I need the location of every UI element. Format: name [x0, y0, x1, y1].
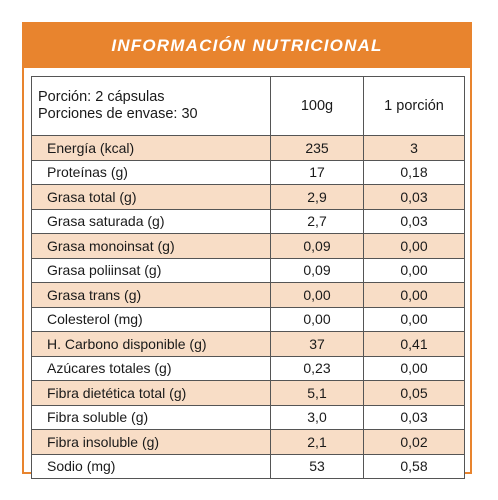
- nutrient-name: Proteínas (g): [31, 159, 271, 185]
- nutrition-table: Porción: 2 cápsulas Porciones de envase:…: [31, 76, 465, 479]
- value-per-portion: 0,00: [363, 282, 465, 308]
- nutrient-name: Fibra dietética total (g): [31, 380, 271, 406]
- value-per-portion: 0,00: [363, 306, 465, 332]
- table-row: Azúcares totales (g) 0,23 0,00: [31, 355, 465, 381]
- value-per-100g: 2,9: [270, 184, 364, 210]
- value-per-portion: 0,02: [363, 429, 465, 455]
- nutrient-name: Colesterol (mg): [31, 306, 271, 332]
- serving-size-text: Porción: 2 cápsulas: [38, 89, 165, 105]
- column-header-100g: 100g: [270, 76, 364, 136]
- nutrient-name: Grasa saturada (g): [31, 208, 271, 234]
- table-row: Grasa monoinsat (g) 0,09 0,00: [31, 233, 465, 259]
- table-row: Fibra insoluble (g) 2,1 0,02: [31, 429, 465, 455]
- value-per-100g: 37: [270, 331, 364, 357]
- nutrient-name: Grasa total (g): [31, 184, 271, 210]
- value-per-100g: 0,23: [270, 355, 364, 381]
- nutrient-name: Grasa trans (g): [31, 282, 271, 308]
- value-per-100g: 2,7: [270, 208, 364, 234]
- table-row: Grasa trans (g) 0,00 0,00: [31, 282, 465, 308]
- nutrient-name: Sodio (mg): [31, 453, 271, 479]
- value-per-portion: 0,03: [363, 184, 465, 210]
- nutrient-name: Fibra insoluble (g): [31, 429, 271, 455]
- table-row: Colesterol (mg) 0,00 0,00: [31, 306, 465, 332]
- table-row: Energía (kcal) 235 3: [31, 135, 465, 161]
- title-bar: INFORMACIÓN NUTRICIONAL: [24, 24, 470, 68]
- nutrient-name: Fibra soluble (g): [31, 404, 271, 430]
- value-per-portion: 0,18: [363, 159, 465, 185]
- nutrient-name: Grasa poliinsat (g): [31, 257, 271, 283]
- serving-info-cell: Porción: 2 cápsulas Porciones de envase:…: [31, 76, 271, 136]
- table-row: H. Carbono disponible (g) 37 0,41: [31, 331, 465, 357]
- table-row: Grasa saturada (g) 2,7 0,03: [31, 208, 465, 234]
- value-per-100g: 3,0: [270, 404, 364, 430]
- value-per-portion: 3: [363, 135, 465, 161]
- value-per-100g: 0,09: [270, 257, 364, 283]
- value-per-portion: 0,58: [363, 453, 465, 479]
- value-per-100g: 0,09: [270, 233, 364, 259]
- value-per-portion: 0,05: [363, 380, 465, 406]
- table-row: Fibra dietética total (g) 5,1 0,05: [31, 380, 465, 406]
- value-per-100g: 17: [270, 159, 364, 185]
- value-per-100g: 0,00: [270, 306, 364, 332]
- nutrient-name: Azúcares totales (g): [31, 355, 271, 381]
- value-per-portion: 0,00: [363, 355, 465, 381]
- nutrient-name: H. Carbono disponible (g): [31, 331, 271, 357]
- value-per-100g: 235: [270, 135, 364, 161]
- value-per-100g: 2,1: [270, 429, 364, 455]
- table-row: Fibra soluble (g) 3,0 0,03: [31, 404, 465, 430]
- nutrition-panel: INFORMACIÓN NUTRICIONAL Porción: 2 cápsu…: [22, 22, 472, 479]
- value-per-portion: 0,03: [363, 404, 465, 430]
- table-row: Proteínas (g) 17 0,18: [31, 159, 465, 185]
- value-per-100g: 0,00: [270, 282, 364, 308]
- nutrient-name: Grasa monoinsat (g): [31, 233, 271, 259]
- value-per-portion: 0,03: [363, 208, 465, 234]
- table-row: Grasa total (g) 2,9 0,03: [31, 184, 465, 210]
- value-per-100g: 53: [270, 453, 364, 479]
- panel-title: INFORMACIÓN NUTRICIONAL: [111, 36, 383, 55]
- nutrient-name: Energía (kcal): [31, 135, 271, 161]
- value-per-portion: 0,00: [363, 257, 465, 283]
- value-per-100g: 5,1: [270, 380, 364, 406]
- table-header-row: Porción: 2 cápsulas Porciones de envase:…: [31, 76, 465, 136]
- value-per-portion: 0,00: [363, 233, 465, 259]
- value-per-portion: 0,41: [363, 331, 465, 357]
- table-row: Sodio (mg) 53 0,58: [31, 453, 465, 479]
- table-row: Grasa poliinsat (g) 0,09 0,00: [31, 257, 465, 283]
- column-header-portion: 1 porción: [363, 76, 465, 136]
- servings-per-container-text: Porciones de envase: 30: [38, 106, 198, 122]
